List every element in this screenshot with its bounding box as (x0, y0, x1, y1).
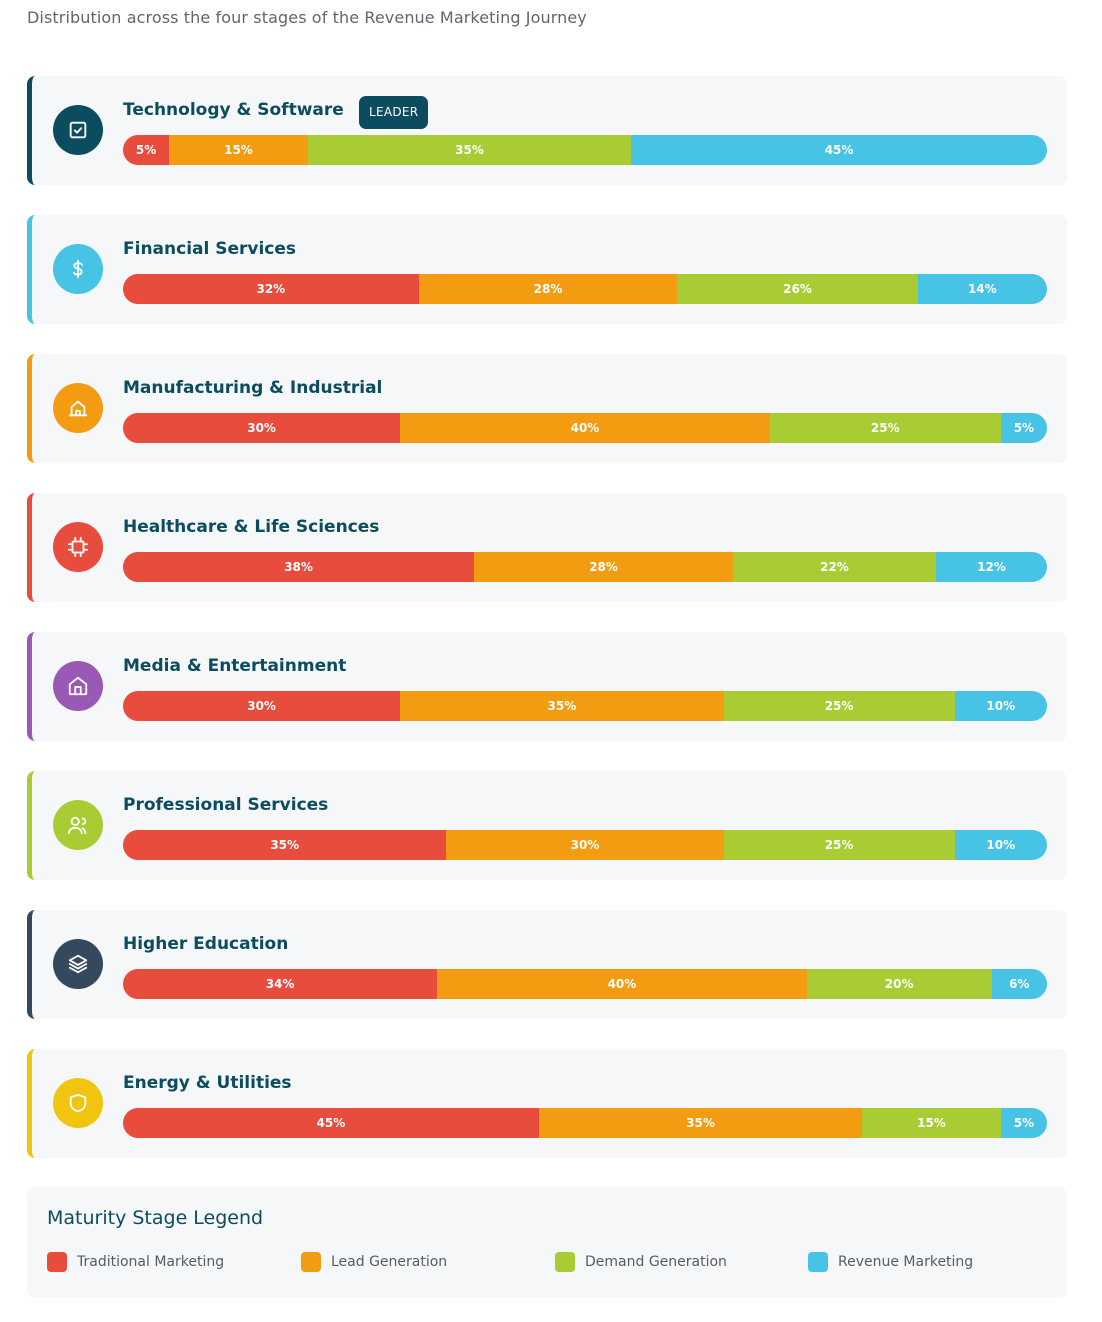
bar-segment-traditional-marketing: 5% (123, 135, 170, 165)
industry-name: Manufacturing & Industrial (123, 378, 383, 398)
factory-icon (53, 383, 103, 433)
industry-name: Media & Entertainment (123, 656, 347, 676)
bar-segment-revenue-marketing: 5% (1000, 1108, 1047, 1138)
legend-label: Traditional Marketing (77, 1254, 225, 1270)
bar-segment-lead-generation: 35% (538, 1108, 863, 1138)
bar-segment-lead-generation: 28% (418, 274, 678, 304)
bar-segment-lead-generation: 30% (446, 830, 724, 860)
bar-segment-demand-generation: 25% (723, 691, 955, 721)
bar-segment-demand-generation: 15% (862, 1108, 1001, 1138)
bar-segment-demand-generation: 25% (723, 830, 955, 860)
bar-segment-lead-generation: 40% (400, 413, 770, 443)
bar-segment-revenue-marketing: 45% (631, 135, 1047, 165)
industry-name: Professional Services (123, 795, 329, 815)
industry-card-energy-and-utilities: Energy & Utilities 45% 35% 15% 5% (27, 1049, 1067, 1158)
stacked-bar: 38% 28% 22% 12% (123, 552, 1047, 582)
industry-card-professional-services: Professional Services 35% 30% 25% 10% (27, 771, 1067, 880)
industry-name: Higher Education (123, 934, 289, 954)
bar-segment-revenue-marketing: 12% (936, 552, 1047, 582)
industry-name: Energy & Utilities (123, 1073, 292, 1093)
industry-name: Technology & Software (123, 100, 344, 120)
bar-segment-revenue-marketing: 5% (1000, 413, 1047, 443)
legend-label: Lead Generation (331, 1254, 448, 1270)
bar-segment-traditional-marketing: 34% (123, 969, 438, 999)
industry-card-financial-services: Financial Services 32% 28% 26% 14% (27, 215, 1067, 324)
stacked-bar: 5% 15% 35% 45% (123, 135, 1047, 165)
industry-card-higher-education: Higher Education 34% 40% 20% 6% (27, 910, 1067, 1019)
industry-card-media-and-entertainment: Media & Entertainment 30% 35% 25% 10% (27, 632, 1067, 741)
legend-label: Revenue Marketing (838, 1254, 974, 1270)
bar-segment-revenue-marketing: 14% (917, 274, 1047, 304)
bar-segment-demand-generation: 35% (307, 135, 632, 165)
industry-card-healthcare-and-life-sciences: Healthcare & Life Sciences 38% 28% 22% 12% (27, 493, 1067, 602)
legend-item-demand-generation: Demand Generation (555, 1252, 727, 1272)
chart-subtitle: Distribution across the four stages of t… (27, 8, 587, 27)
legend-title: Maturity Stage Legend (47, 1207, 264, 1229)
bar-segment-lead-generation: 15% (169, 135, 308, 165)
bar-segment-demand-generation: 20% (806, 969, 992, 999)
stacked-bar: 30% 35% 25% 10% (123, 691, 1047, 721)
bar-segment-revenue-marketing: 6% (991, 969, 1047, 999)
industry-card-technology-and-software: Technology & Software LEADER 5% 15% 35% 45% (27, 76, 1067, 185)
stacked-bar: 34% 40% 20% 6% (123, 969, 1047, 999)
check-box-icon (53, 105, 103, 155)
users-icon (53, 800, 103, 850)
legend-label: Demand Generation (585, 1254, 727, 1270)
bar-segment-traditional-marketing: 38% (123, 552, 475, 582)
leader-badge: LEADER (359, 96, 429, 129)
bar-segment-traditional-marketing: 35% (123, 830, 447, 860)
bar-segment-demand-generation: 25% (769, 413, 1001, 443)
stacked-bar: 30% 40% 25% 5% (123, 413, 1047, 443)
bar-segment-traditional-marketing: 45% (123, 1108, 539, 1138)
legend-swatch (808, 1252, 828, 1272)
legend-panel: Maturity Stage Legend Traditional Market… (27, 1187, 1067, 1298)
bar-segment-lead-generation: 28% (474, 552, 733, 582)
legend-items: Traditional Marketing Lead Generation Dema… (47, 1252, 1057, 1274)
legend-swatch (47, 1252, 67, 1272)
legend-swatch (555, 1252, 575, 1272)
legend-swatch (301, 1252, 321, 1272)
stacked-bar: 32% 28% 26% 14% (123, 274, 1047, 304)
stacked-bar: 45% 35% 15% 5% (123, 1108, 1047, 1138)
industry-name: Healthcare & Life Sciences (123, 517, 380, 537)
home-icon (53, 661, 103, 711)
bar-segment-traditional-marketing: 30% (123, 691, 401, 721)
chip-icon (53, 522, 103, 572)
industry-card-list: Technology & Software LEADER 5% 15% 35% 45% Fi… (27, 76, 1067, 1188)
layers-icon (53, 939, 103, 989)
stacked-bar: 35% 30% 25% 10% (123, 830, 1047, 860)
industry-name: Financial Services (123, 239, 297, 259)
bar-segment-traditional-marketing: 30% (123, 413, 401, 443)
bar-segment-lead-generation: 35% (400, 691, 724, 721)
bar-segment-revenue-marketing: 10% (954, 691, 1047, 721)
industry-card-manufacturing-and-industrial: Manufacturing & Industrial 30% 40% 25% 5% (27, 354, 1067, 463)
legend-item-traditional-marketing: Traditional Marketing (47, 1252, 224, 1272)
shield-icon (53, 1078, 103, 1128)
dollar-icon (53, 244, 103, 294)
legend-item-revenue-marketing: Revenue Marketing (808, 1252, 973, 1272)
bar-segment-demand-generation: 26% (677, 274, 918, 304)
legend-item-lead-generation: Lead Generation (301, 1252, 447, 1272)
bar-segment-traditional-marketing: 32% (123, 274, 419, 304)
bar-segment-demand-generation: 22% (732, 552, 937, 582)
bar-segment-lead-generation: 40% (437, 969, 807, 999)
bar-segment-revenue-marketing: 10% (954, 830, 1047, 860)
